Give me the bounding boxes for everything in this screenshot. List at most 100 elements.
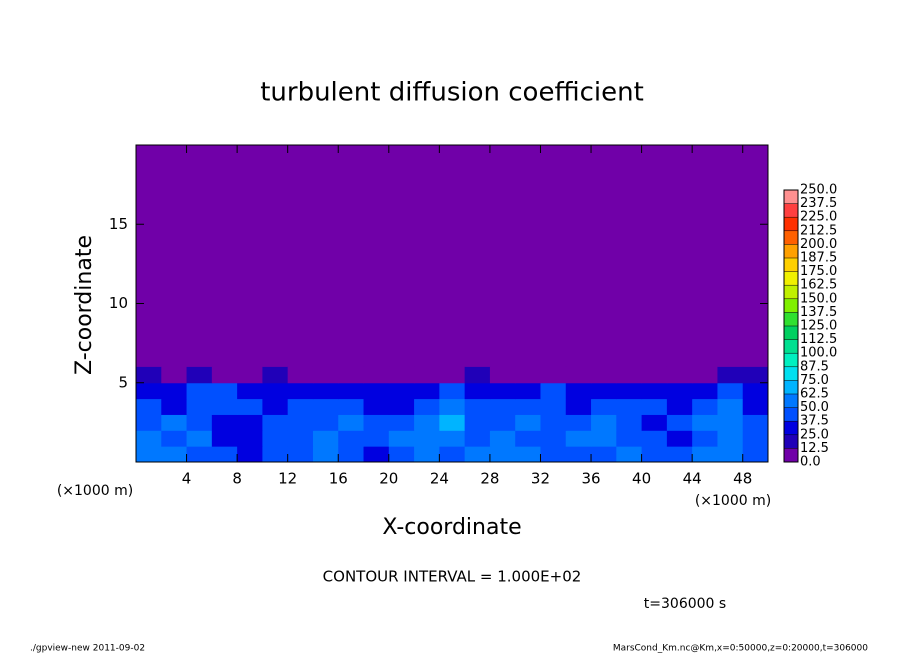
heat-cell [464,382,491,400]
heat-cell [161,366,188,384]
colorbar-label: 175.0 [800,264,837,279]
heat-cell [414,382,440,400]
heat-cell [237,382,263,400]
heat-cell [591,430,617,447]
colorbar-band [784,421,798,435]
heat-cell [186,366,213,384]
heat-cell [565,398,592,415]
x-tick-label: 32 [531,470,550,488]
heat-cell [161,398,188,415]
heat-cell [211,446,238,463]
heat-cell [515,366,541,384]
y-tick-label: 10 [109,294,128,312]
heat-cell [439,398,466,415]
heat-cell [489,430,516,447]
heat-cell [262,366,289,384]
heat-cell [237,414,263,431]
y-axis-label: Z-coordinate [72,235,97,375]
heat-cell [338,366,365,384]
heat-cell [287,446,314,463]
colorbar-label: 50.0 [800,400,829,415]
heat-cell [186,398,213,415]
heat-cell [742,446,769,463]
colorbar-band [784,298,798,313]
colorbar-band [784,203,798,218]
heat-cell [439,382,466,400]
heat-cell [237,446,263,463]
heat-cell [540,382,567,400]
heat-cell [616,414,643,431]
colorbar-band [784,326,798,340]
heat-cell [312,366,339,384]
x-tick-label: 24 [430,470,449,488]
heat-cell [641,446,668,463]
colorbar-band [784,366,798,381]
heat-cell [414,446,440,463]
colorbar-label: 150.0 [800,291,837,306]
heat-cell [565,382,592,400]
heat-cell [211,382,238,400]
heat-cell [186,430,213,447]
heat-cell [742,414,769,431]
heat-cell [692,430,718,447]
heat-cell [338,430,365,447]
heat-cell [692,414,718,431]
colorbar-band [784,312,798,326]
x-axis-label: X-coordinate [382,515,521,540]
heat-cell [464,446,491,463]
heat-cell [666,398,693,415]
heat-cell [666,446,693,463]
footer-left: ./gpview-new 2011-09-02 [30,644,145,654]
heat-cell [515,398,541,415]
colorbar-band [784,244,798,258]
heat-cell [186,382,213,400]
colorbar-band [784,230,798,245]
heat-cell [666,366,693,384]
heat-cell [211,366,238,384]
colorbar-label: 62.5 [800,387,829,402]
heat-cell [287,430,314,447]
heat-cell [161,382,188,400]
heat-cell [692,366,718,384]
heat-cell [136,398,162,415]
colorbar-label: 237.5 [800,196,837,211]
heat-cell [616,366,643,384]
heat-cell [641,398,668,415]
heat-cell [464,366,491,384]
heat-cell [591,382,617,400]
heat-cell [565,430,592,447]
heat-cell [388,446,415,463]
colorbar-label: 212.5 [800,223,837,238]
heat-cell [161,414,188,431]
chart-title: turbulent diffusion coefficient [260,78,644,108]
x-unit-label: (×1000 m) [695,493,771,509]
heat-cell [439,366,466,384]
x-tick-label: 28 [480,470,499,488]
heat-cell [388,430,415,447]
heat-cell [692,382,718,400]
heat-cell [540,414,567,431]
heat-cell [414,430,440,447]
colorbar-band [784,190,798,204]
colorbar-label: 225.0 [800,210,837,225]
heat-cell [363,366,390,384]
heat-cell [414,398,440,415]
heat-cell [464,414,491,431]
heat-cell [489,414,516,431]
heat-cell [161,446,188,463]
heat-cell [489,398,516,415]
heat-cell [742,430,769,447]
colorbar-label: 75.0 [800,373,829,388]
heat-cell [312,398,339,415]
heat-cell [515,414,541,431]
colorbar-band [784,339,798,354]
heat-cell [489,366,516,384]
heat-cell [363,414,390,431]
heat-cell [312,382,339,400]
heat-cell [742,398,769,415]
heat-cell [388,414,415,431]
time-label: t=306000 s [644,596,726,612]
x-tick-label: 48 [733,470,752,488]
heat-cell [666,414,693,431]
